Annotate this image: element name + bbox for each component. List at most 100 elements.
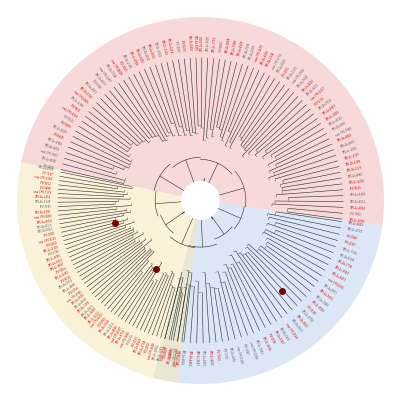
Text: CPV-2b-1594: CPV-2b-1594 <box>243 41 251 58</box>
Text: FPV-9054: FPV-9054 <box>56 266 68 275</box>
Text: CPV-2c-3363: CPV-2c-3363 <box>157 345 165 361</box>
Text: CPV-2c-6019: CPV-2c-6019 <box>310 300 324 313</box>
Text: new CPV-3934: new CPV-3934 <box>292 68 306 85</box>
Text: CPV-2c-6060: CPV-2c-6060 <box>208 350 213 365</box>
Text: CPV-2a-3400: CPV-2a-3400 <box>48 258 64 268</box>
Text: CPV-2c-6442: CPV-2c-6442 <box>54 270 70 282</box>
Text: CPV-2c-8702: CPV-2c-8702 <box>300 309 314 324</box>
Text: CPV-2b-1514: CPV-2b-1514 <box>318 98 334 111</box>
Text: CPV-2b-7744: CPV-2b-7744 <box>104 63 117 79</box>
Text: CPV-2b-2170: CPV-2b-2170 <box>347 166 363 173</box>
Text: CPV-2c-8709: CPV-2c-8709 <box>348 218 365 224</box>
Text: new CPV-1678: new CPV-1678 <box>254 44 265 63</box>
Text: CPV-2c-2494: CPV-2c-2494 <box>157 345 165 361</box>
Text: CPV-2a-8413: CPV-2a-8413 <box>322 103 337 116</box>
Text: CPV-2c-2198: CPV-2c-2198 <box>122 53 132 69</box>
Text: CPV-2b-8655: CPV-2b-8655 <box>44 143 60 152</box>
Text: CPV-2c-4949: CPV-2c-4949 <box>47 137 63 146</box>
Text: FPV-8150: FPV-8150 <box>60 274 72 284</box>
Text: CPV-2c-8239: CPV-2c-8239 <box>347 227 363 234</box>
Text: CPV-2a-7068: CPV-2a-7068 <box>314 294 329 308</box>
Text: CPV-2a-9455: CPV-2a-9455 <box>134 47 144 64</box>
Text: CPV-2c-2707: CPV-2c-2707 <box>344 152 360 161</box>
Text: FPV-8219: FPV-8219 <box>180 40 185 52</box>
Text: CPV-2c-8425: CPV-2c-8425 <box>46 253 62 263</box>
Text: FPV-9631: FPV-9631 <box>69 104 81 114</box>
Text: FPV-9801: FPV-9801 <box>165 346 172 358</box>
Text: CPV-2a-1170: CPV-2a-1170 <box>287 65 300 81</box>
Text: CPV-2c-7758: CPV-2c-7758 <box>212 35 218 52</box>
Text: CPV-2a-2589: CPV-2a-2589 <box>237 40 245 57</box>
Text: CPV-2a-9973: CPV-2a-9973 <box>83 81 97 95</box>
Text: FPV-4701: FPV-4701 <box>282 65 292 77</box>
Text: new CPV-8207: new CPV-8207 <box>110 326 123 344</box>
Text: FPV-8929: FPV-8929 <box>98 316 108 327</box>
Text: CPV-2b-5149: CPV-2b-5149 <box>35 200 51 205</box>
Text: CPV-2b-6610: CPV-2b-6610 <box>295 314 308 328</box>
Text: FPV-1355: FPV-1355 <box>221 348 227 360</box>
Text: CPV-2c-1892: CPV-2c-1892 <box>342 146 358 155</box>
Text: CPV-2a-8734: CPV-2a-8734 <box>115 329 127 345</box>
Text: CPV-2b-5580: CPV-2b-5580 <box>99 318 112 334</box>
Text: FPV-6260: FPV-6260 <box>45 241 58 248</box>
Text: CPV-2b-6893: CPV-2b-6893 <box>340 140 356 149</box>
Text: CPV-2b-6212: CPV-2b-6212 <box>306 83 320 97</box>
Text: CPV-2c-7041: CPV-2c-7041 <box>254 338 264 355</box>
Text: CPV-2b-5903: CPV-2b-5903 <box>186 35 192 51</box>
Text: FPV-9529: FPV-9529 <box>349 186 361 191</box>
Text: CPV-2a-3614: CPV-2a-3614 <box>36 219 53 225</box>
Circle shape <box>182 182 219 219</box>
Text: new CPV-5181: new CPV-5181 <box>235 345 243 364</box>
Wedge shape <box>21 17 384 226</box>
Text: new CPV-2544: new CPV-2544 <box>284 322 298 339</box>
Text: CPV-2a-4032: CPV-2a-4032 <box>93 72 107 87</box>
Text: CPV-2a-6570: CPV-2a-6570 <box>38 166 55 173</box>
Text: new CPV-6233: new CPV-6233 <box>90 313 105 329</box>
Text: CPV-2a-6604: CPV-2a-6604 <box>74 296 89 310</box>
Text: FPV-9089: FPV-9089 <box>59 121 71 130</box>
Text: CPV-2b-6742: CPV-2b-6742 <box>78 85 93 99</box>
Text: CPV-2a-1397: CPV-2a-1397 <box>249 44 257 60</box>
Text: FPV-7903: FPV-7903 <box>349 212 361 217</box>
Text: FPV-9699: FPV-9699 <box>40 186 52 190</box>
Text: new CPV-4986: new CPV-4986 <box>66 290 83 304</box>
Text: CPV-2a-4314: CPV-2a-4314 <box>103 321 115 337</box>
Circle shape <box>182 182 219 219</box>
Text: FPV-3292: FPV-3292 <box>39 205 51 209</box>
Text: CPV-2c-5697: CPV-2c-5697 <box>194 350 198 366</box>
Text: FPV-4360: FPV-4360 <box>43 232 55 238</box>
Text: FPV-4919: FPV-4919 <box>118 60 127 72</box>
Text: CPV-2b-2390: CPV-2b-2390 <box>35 209 51 215</box>
Text: CPV-2a-5681: CPV-2a-5681 <box>146 43 155 59</box>
Wedge shape <box>153 200 382 384</box>
Text: CPV-2c-6842: CPV-2c-6842 <box>350 206 366 211</box>
Text: CPV-2c-5954: CPV-2c-5954 <box>152 344 161 360</box>
Text: CPV-2b-5920: CPV-2b-5920 <box>278 326 290 342</box>
Text: FPV-4010: FPV-4010 <box>144 340 152 353</box>
Text: CPV-2a-3005: CPV-2a-3005 <box>193 35 198 51</box>
Text: CPV-2c-6425: CPV-2c-6425 <box>348 221 365 227</box>
Text: FPV-7187: FPV-7187 <box>41 171 53 177</box>
Text: CPV-2a-9477: CPV-2a-9477 <box>330 272 346 283</box>
Text: CPV-2a-4511: CPV-2a-4511 <box>350 200 366 204</box>
Text: CPV-2b-3293: CPV-2b-3293 <box>77 300 91 314</box>
Text: FPV-1497: FPV-1497 <box>241 343 249 356</box>
Text: CPV-2a-5483: CPV-2a-5483 <box>350 193 366 197</box>
Text: FPV-5738: FPV-5738 <box>48 249 61 257</box>
Text: CPV-2a-9424: CPV-2a-9424 <box>319 289 334 302</box>
Text: CPV-2b-6348: CPV-2b-6348 <box>339 253 356 263</box>
Text: CPV-2b-9896: CPV-2b-9896 <box>332 121 348 132</box>
Text: CPV-2b-2074: CPV-2b-2074 <box>140 45 150 61</box>
Text: CPV-2b-2619: CPV-2b-2619 <box>80 303 95 318</box>
Text: CPV-2c-8665: CPV-2c-8665 <box>62 282 77 294</box>
Text: CPV-2c-6056: CPV-2c-6056 <box>40 156 57 164</box>
Text: CPV-2b-6285: CPV-2b-6285 <box>260 49 270 65</box>
Text: CPV-2c-7489: CPV-2c-7489 <box>231 38 238 55</box>
Text: FPV-5235: FPV-5235 <box>126 333 135 346</box>
Text: new CPV-9426: new CPV-9426 <box>147 342 156 360</box>
Text: CPV-2c-3924: CPV-2c-3924 <box>333 266 349 277</box>
Text: CPV-2b-8062: CPV-2b-8062 <box>38 227 54 235</box>
Text: FPV-7454: FPV-7454 <box>215 349 220 361</box>
Text: CPV-2c-8208: CPV-2c-8208 <box>52 124 68 135</box>
Text: CPV-2a-6658: CPV-2a-6658 <box>107 324 119 340</box>
